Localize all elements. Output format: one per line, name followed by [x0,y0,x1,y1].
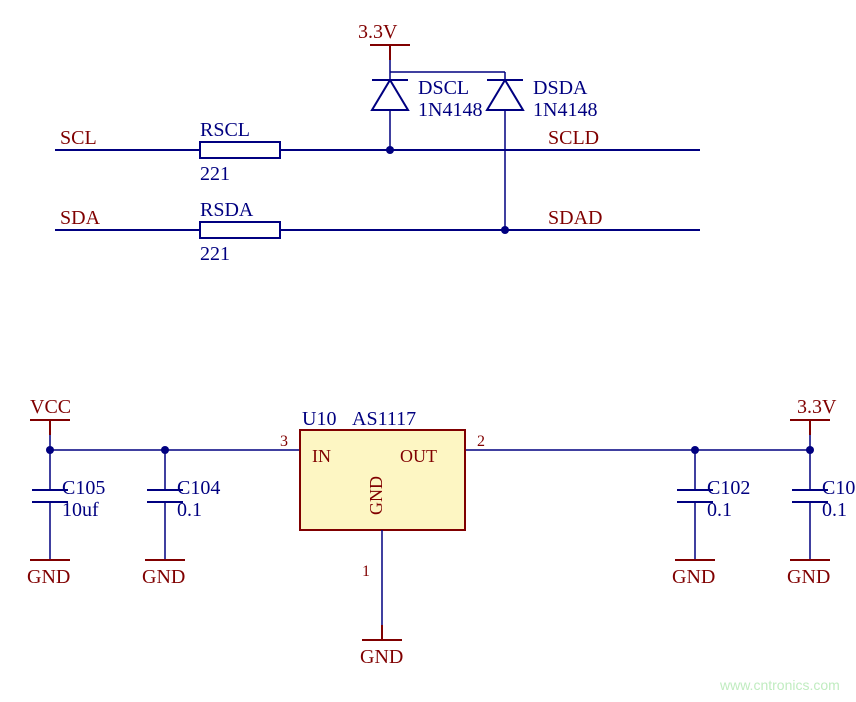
net-scl-label: SCL [60,127,97,149]
c103-value: 0.1 [822,499,847,521]
power-vcc: VCC [30,396,71,435]
c103-ref: C103 [822,477,856,499]
node-sda-dsda [501,226,509,234]
watermark: www.cntronics.com [719,677,840,693]
c102-ref: C102 [707,477,750,499]
net-sda-label: SDA [60,207,101,229]
rscl-ref: RSCL [200,119,250,141]
net-sdad-label: SDAD [548,207,602,229]
c104-ref: C104 [177,477,220,499]
u10-pin1-name: GND [366,476,386,515]
power-3v3-bottom: 3.3V [790,396,837,435]
power-3v3-bottom-label: 3.3V [797,396,837,418]
c105-value: 10uf [62,499,99,521]
u10-pin2-num: 2 [477,433,485,450]
diode-dscl: DSCL 1N4148 [372,77,482,150]
u10-pin1-num: 1 [362,563,370,580]
node-scl-dscl [386,146,394,154]
gnd-ic: GND [360,580,403,668]
cap-c103: C103 0.1 GND [787,450,856,588]
dsda-value: 1N4148 [533,99,597,121]
u10-part: AS1117 [352,408,416,430]
power-3v3-top: 3.3V [358,21,410,60]
gnd-ic-label: GND [360,646,403,668]
dsda-ref: DSDA [533,77,588,99]
net-sda: SDA RSDA 221 SDAD [55,199,700,265]
u10-ref: U10 [302,408,336,430]
gnd-c105-label: GND [27,566,70,588]
power-3v3-top-label: 3.3V [358,21,398,43]
cap-c104: C104 0.1 GND [142,450,220,588]
rsda-value: 221 [200,243,230,265]
c102-value: 0.1 [707,499,732,521]
cap-c105: C105 10uf GND [27,450,105,588]
net-scl: SCL RSCL 221 SCLD [55,119,700,185]
net-scld-label: SCLD [548,127,599,149]
gnd-c103-label: GND [787,566,830,588]
dscl-ref: DSCL [418,77,469,99]
schematic-canvas: 3.3V DSCL 1N4148 DSDA 1N4148 SCL RSCL 22… [0,0,856,702]
dscl-value: 1N4148 [418,99,482,121]
gnd-c102-label: GND [672,566,715,588]
u10-pin3-num: 3 [280,433,288,450]
vcc-label: VCC [30,396,71,418]
c104-value: 0.1 [177,499,202,521]
gnd-c104-label: GND [142,566,185,588]
cap-c102: C102 0.1 GND [672,450,750,588]
u10-pin3-name: IN [312,446,331,466]
rsda-ref: RSDA [200,199,254,221]
ic-u10: U10 AS1117 3 IN 2 OUT GND 1 [280,408,485,580]
u10-pin2-name: OUT [400,446,437,466]
c105-ref: C105 [62,477,105,499]
rscl-value: 221 [200,163,230,185]
